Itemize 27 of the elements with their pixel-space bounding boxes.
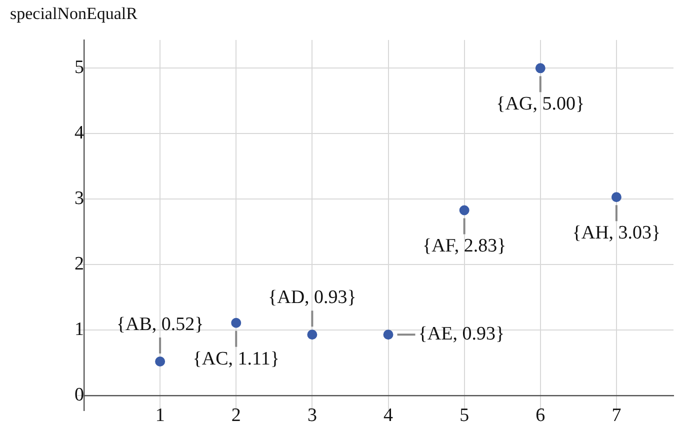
x-tick-label: 3	[307, 404, 317, 425]
x-tick-label: 2	[231, 404, 241, 425]
x-tick-label: 1	[155, 404, 165, 425]
x-tick-label: 6	[536, 404, 546, 425]
y-tick-label: 3	[74, 188, 84, 210]
point	[535, 63, 546, 74]
y-tick-label: 2	[74, 254, 84, 275]
point	[611, 192, 622, 202]
point	[459, 205, 470, 216]
annotation: {AE, 0.93}	[418, 324, 505, 345]
y-tick-label: 5	[74, 57, 84, 78]
point	[383, 330, 394, 340]
x-tick-label: 4	[384, 404, 394, 425]
x-tick-label: 7	[612, 404, 622, 425]
point	[155, 356, 166, 366]
y-axis-title: specialNonEqualR	[10, 4, 138, 23]
annotation: {AC, 1.11}	[192, 348, 280, 370]
annotation: {AD, 0.93}	[268, 287, 356, 308]
annotation: {AG, 5.00}	[496, 94, 585, 115]
point	[307, 330, 318, 340]
annotation: {AB, 0.52}	[116, 314, 204, 335]
annotation: {AH, 3.03}	[572, 222, 661, 244]
y-tick-label: 0	[74, 384, 84, 406]
x-tick-label: 5	[460, 404, 470, 425]
y-tick-label: 1	[74, 319, 84, 340]
point	[231, 318, 242, 328]
annotation: {AF, 2.83}	[422, 236, 506, 257]
